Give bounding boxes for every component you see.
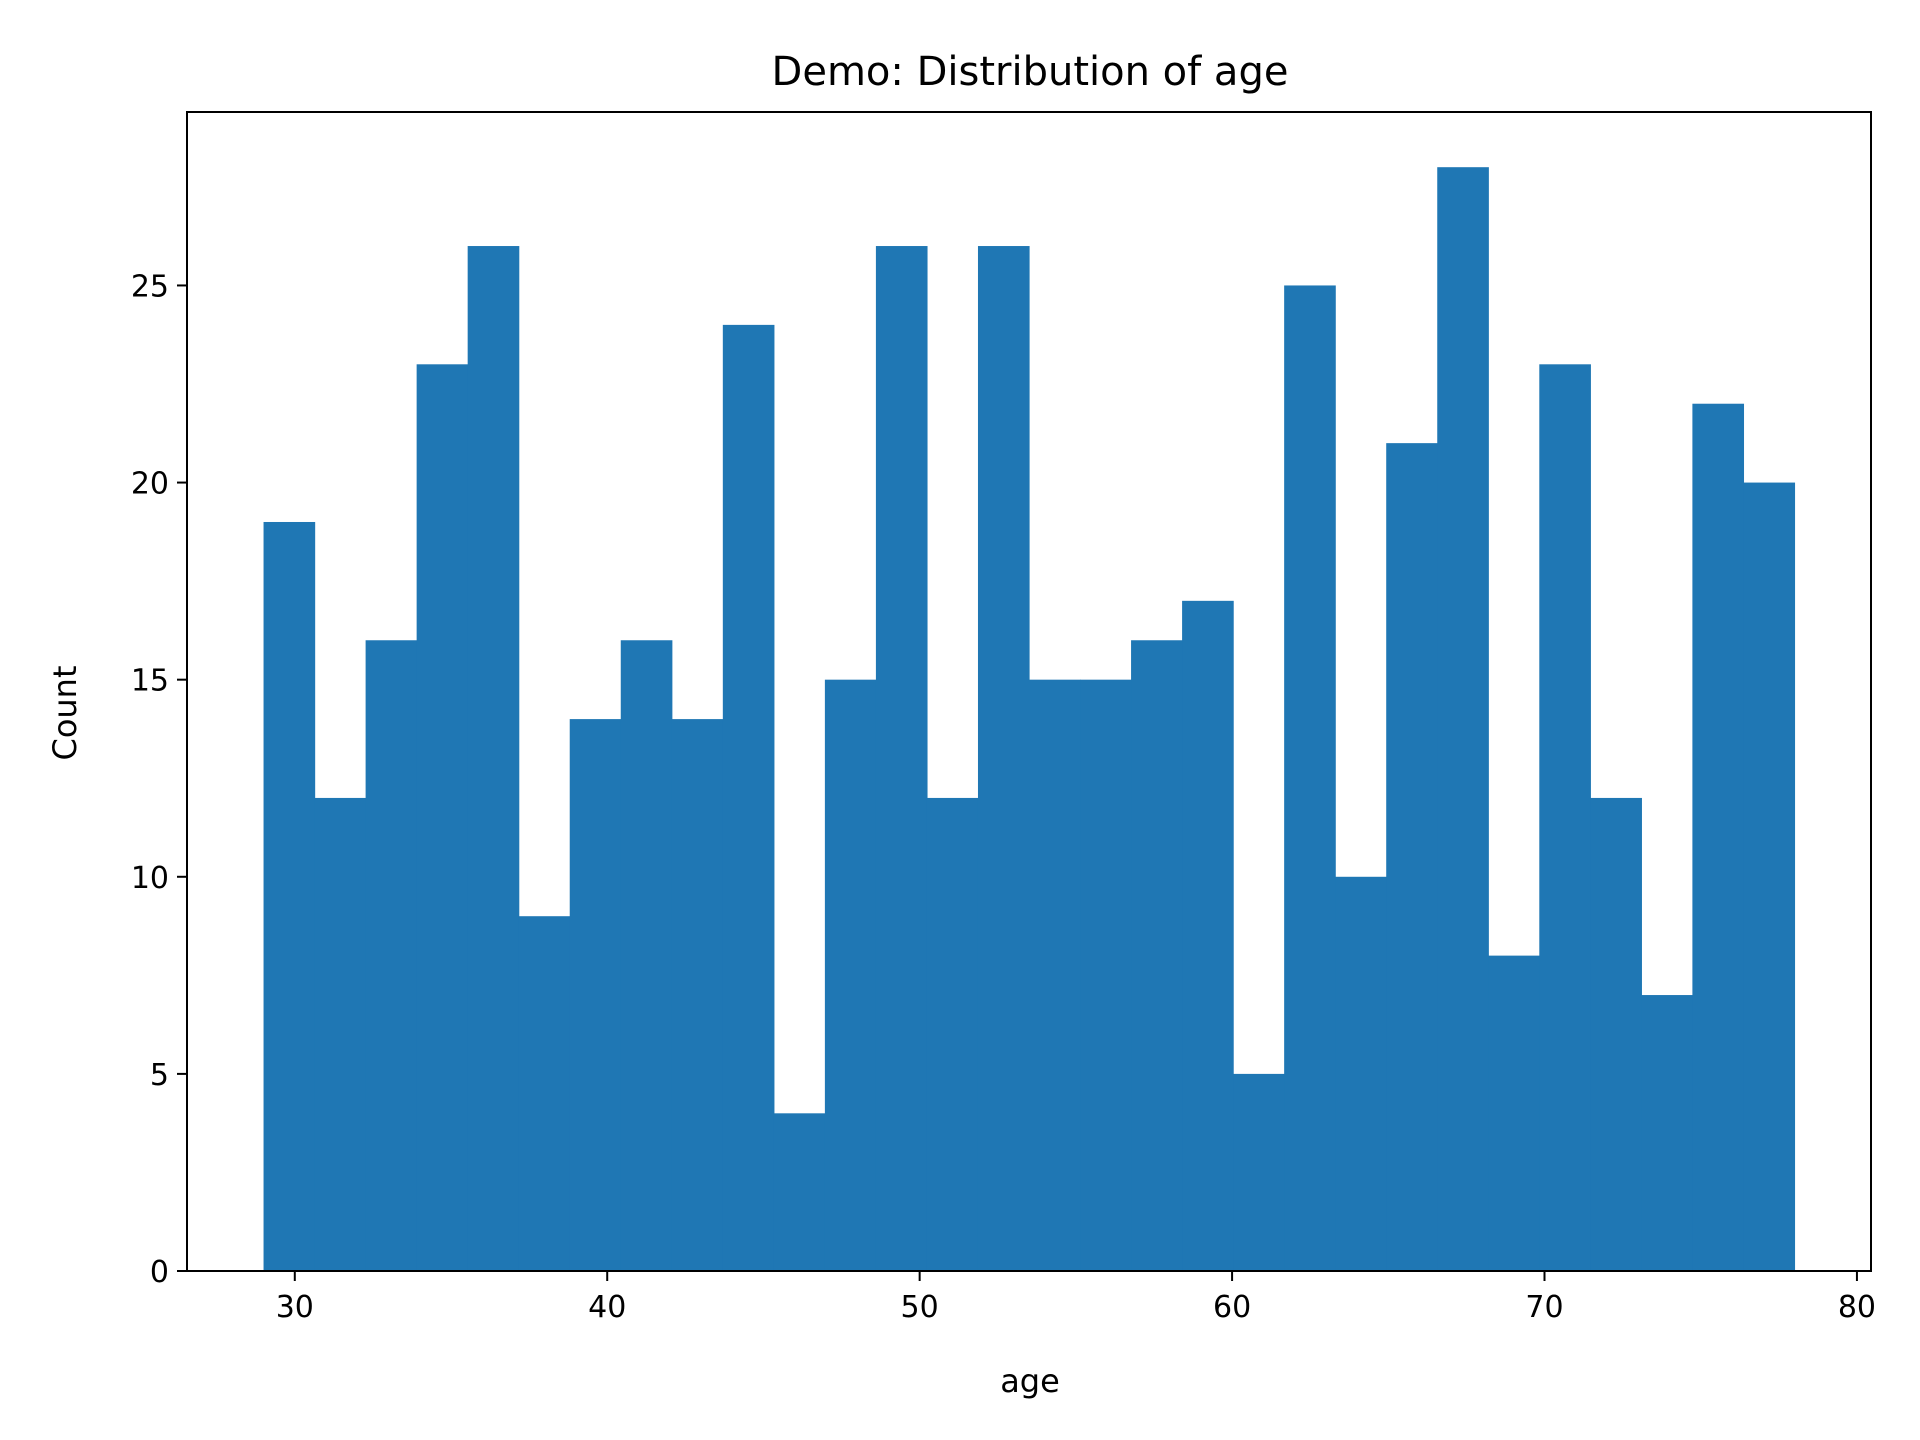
histogram-bar (1029, 679, 1081, 1271)
x-tick-label: 70 (1525, 1290, 1563, 1325)
histogram-bar (1182, 600, 1234, 1271)
y-tick-label: 0 (150, 1255, 169, 1290)
y-tick-label: 15 (131, 664, 169, 699)
histogram-bar (824, 679, 877, 1271)
histogram-bar (1590, 797, 1642, 1271)
histogram-bar (620, 640, 673, 1271)
histogram-bar (1131, 640, 1183, 1271)
histogram-bar (518, 916, 571, 1271)
histogram-bar (416, 364, 469, 1271)
x-axis-label: age (1000, 1362, 1060, 1400)
histogram-bar (1284, 285, 1336, 1271)
histogram-bar (1080, 679, 1132, 1271)
y-tick-label: 5 (150, 1058, 169, 1093)
histogram-bar (671, 719, 724, 1271)
histogram-bar (926, 797, 979, 1271)
y-tick-label: 20 (131, 467, 169, 502)
histogram-bar (1743, 482, 1796, 1271)
histogram-bar (1386, 443, 1438, 1272)
y-tick-label: 25 (131, 269, 169, 304)
x-tick-label: 60 (1213, 1290, 1251, 1325)
x-axis-ticks: 30 40 50 60 70 80 (276, 1271, 1876, 1325)
x-tick-label: 50 (901, 1290, 939, 1325)
chart-title: Demo: Distribution of age (772, 49, 1289, 95)
histogram-bar (1692, 403, 1745, 1272)
histogram-bar (773, 1113, 826, 1271)
x-tick-label: 30 (276, 1290, 314, 1325)
histogram-bar (875, 246, 928, 1271)
y-tick-label: 10 (131, 861, 169, 896)
histogram-bar (365, 640, 418, 1271)
histogram-bar (263, 521, 316, 1271)
histogram-bar (1233, 1073, 1285, 1271)
histogram-bar (467, 246, 520, 1271)
histogram-bar (1488, 955, 1540, 1271)
x-tick-label: 40 (588, 1290, 626, 1325)
histogram-bar (569, 719, 622, 1271)
histogram-bar (314, 797, 367, 1271)
y-axis-ticks: 0 5 10 15 20 25 (131, 269, 187, 1290)
plot-area-frame (186, 111, 1872, 1272)
histogram-bar (1335, 876, 1387, 1271)
y-axis-label: Count (46, 665, 84, 760)
x-tick-label: 80 (1838, 1290, 1876, 1325)
histogram-bar (1437, 167, 1489, 1272)
bars-group (263, 167, 1796, 1272)
histogram-bar (722, 324, 775, 1271)
histogram-bar (1539, 364, 1591, 1271)
histogram-bar (1641, 995, 1693, 1271)
histogram-bar (977, 246, 1030, 1271)
